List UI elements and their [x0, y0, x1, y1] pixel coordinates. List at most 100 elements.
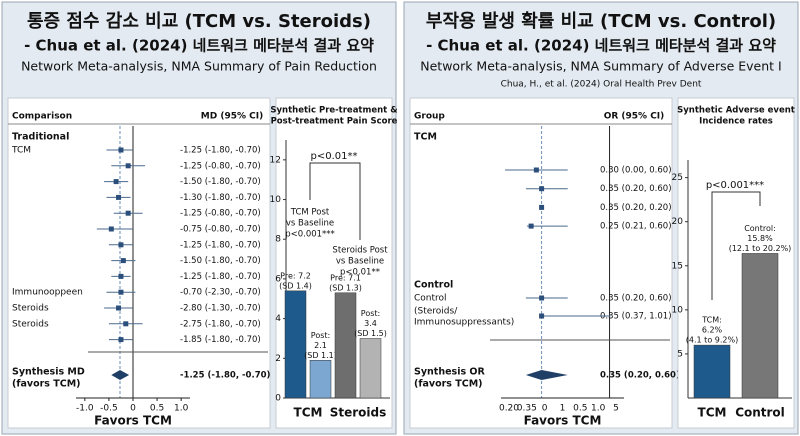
bar-chart-title: Incidence rates — [699, 117, 773, 127]
row-estimate: 0.30 (0.00, 0.60) — [600, 166, 672, 176]
point-estimate — [125, 163, 131, 169]
x-tick-label: 1 — [560, 404, 566, 414]
bar-note: 6.2% — [702, 326, 723, 335]
bar-note: (SD 1.1) — [304, 351, 337, 360]
point-estimate — [116, 305, 122, 311]
y-tick-label: 15 — [672, 261, 683, 271]
annotation: p<0.001*** — [706, 180, 764, 191]
bar-note: TCM: — [701, 316, 722, 325]
row-estimate: -1.25 (-1.80, -0.70) — [180, 240, 261, 250]
x-tick-label: Steroids — [330, 406, 387, 420]
bar — [359, 338, 382, 399]
bar-chart-title: Synthetic Pre-treatment & — [270, 106, 398, 116]
x-tick-label: Control — [735, 406, 785, 420]
point-estimate — [118, 337, 124, 343]
column-header: MD (95% CI) — [201, 112, 263, 122]
row-estimate: 0.35 (0.37, 1.01) — [600, 312, 672, 322]
bar-chart-title: Post-treatment Pain Score — [271, 117, 398, 127]
point-estimate — [113, 179, 119, 185]
bar-note: (12.1 to 20.2%) — [729, 244, 792, 253]
y-tick-label: 4 — [275, 314, 281, 324]
synthesis-estimate: 0.35 (0.20, 0.60) — [600, 371, 680, 381]
row-estimate: -1.25 (-1.80, -0.70) — [180, 272, 261, 282]
x-tick-label: 5 — [613, 404, 619, 414]
synthesis-label: Synthesis OR — [414, 367, 485, 378]
row-estimate: -1.85 (-1.80, -0.70) — [180, 335, 261, 345]
y-tick-label: 20 — [672, 217, 684, 227]
point-estimate — [539, 313, 545, 319]
x-tick-label: 0.20 — [499, 404, 519, 414]
bar-note: Post: — [311, 331, 330, 340]
y-tick-label: 25 — [672, 173, 683, 183]
row-estimate: -0.70 (-2.30, -0.70) — [180, 288, 261, 298]
row-label: Steroids — [12, 319, 49, 329]
x-tick-label: 0 — [130, 404, 136, 414]
significance-bracket — [711, 191, 761, 300]
point-estimate — [118, 242, 124, 248]
annotation: Steroids Post — [332, 246, 388, 256]
bar-note: 15.8% — [747, 234, 773, 243]
bar-note: Post: — [361, 309, 380, 318]
y-tick-label: 0 — [275, 394, 281, 404]
row-estimate: 0.35 (0.20, 0.60) — [600, 184, 672, 194]
y-tick-label: 12 — [270, 155, 281, 165]
pooled-diamond — [525, 370, 568, 380]
x-tick-label: -1.0 — [76, 404, 94, 414]
point-estimate — [120, 258, 126, 264]
row-estimate: -1.25 (-0.80, -0.70) — [180, 161, 261, 171]
x-tick-label: 1.0 — [174, 404, 189, 414]
point-estimate — [108, 226, 114, 232]
panel-subtitle: - Chua et al. (2024) 네트워크 메타분석 결과 요약 — [24, 37, 374, 55]
bar-note: (SD 1.4) — [279, 281, 312, 290]
row-label: (Steroids/ — [414, 307, 458, 317]
significance-bracket — [309, 162, 361, 240]
bar-note: 3.4 — [364, 319, 377, 328]
y-tick-label: 8 — [275, 235, 281, 245]
annotation: p<0.01** — [311, 151, 358, 162]
point-estimate — [539, 204, 545, 210]
y-tick-label: 10 — [672, 305, 684, 315]
row-label: TCM — [11, 146, 31, 156]
y-tick-label: 5 — [677, 349, 683, 359]
bar-note: 2.1 — [314, 341, 327, 350]
row-estimate: 0.35 (0.20, 0.60) — [600, 294, 672, 304]
row-estimate: -2.75 (-1.80, -0.70) — [180, 319, 261, 329]
point-estimate — [125, 210, 131, 216]
row-estimate: -0.75 (-0.80, -0.70) — [180, 225, 261, 235]
bar — [741, 253, 779, 399]
annotation: p<0.001*** — [285, 230, 335, 240]
column-header: Group — [414, 112, 445, 122]
synthesis-label: Synthesis MD — [12, 367, 85, 378]
citation: Chua, H., et al. (2024) Oral Health Prev… — [501, 80, 702, 90]
annotation: vs Baseline — [336, 257, 384, 267]
bar — [334, 292, 357, 399]
row-estimate: -1.25 (-0.80, -0.70) — [180, 209, 261, 219]
group-label: Control — [414, 280, 453, 291]
bar — [693, 344, 731, 399]
y-tick-label: 10 — [270, 195, 282, 205]
column-header: OR (95% CI) — [604, 112, 665, 122]
x-tick-label: 1.0 — [591, 404, 606, 414]
bar-chart-title: Synthetic Adverse event — [677, 106, 795, 116]
point-estimate — [528, 223, 534, 229]
annotation: vs Baseline — [286, 219, 334, 229]
panel-subtitle: - Chua et al. (2024) 네트워크 메타분석 결과 요약 — [426, 37, 776, 55]
annotation: TCM Post — [290, 208, 330, 218]
synthesis-label: (favors TCM) — [414, 379, 483, 390]
y-tick-label: 6 — [275, 274, 281, 284]
point-estimate — [116, 194, 122, 200]
x-tick-label: 0.35 — [517, 404, 537, 414]
point-estimate — [123, 321, 129, 327]
x-tick-label: TCM — [294, 406, 323, 420]
panel-caption: Network Meta-analysis, NMA Summary of Ad… — [420, 59, 781, 74]
x-tick-label: 0.5 — [150, 404, 164, 414]
point-estimate — [533, 167, 539, 173]
row-estimate: 0.35 (0.20, 0.20) — [600, 203, 672, 213]
row-label: Control — [414, 294, 447, 304]
synthesis-estimate: -1.25 (-1.80, -0.70) — [180, 371, 271, 381]
panel-caption: Network Meta-analysis, NMA Summary of Pa… — [21, 59, 377, 74]
forest-box — [7, 97, 271, 429]
point-estimate — [118, 289, 124, 295]
y-tick-label: 2 — [275, 354, 281, 364]
bar-note: Control: — [744, 224, 776, 233]
